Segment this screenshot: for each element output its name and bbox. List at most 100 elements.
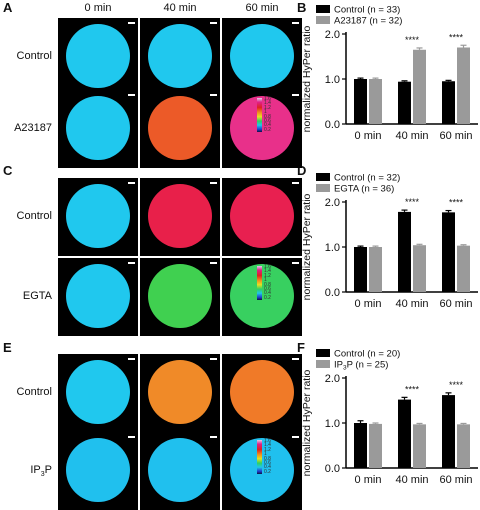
- row-label: EGTA: [22, 290, 52, 302]
- colorbar: [257, 440, 262, 474]
- y-axis-label: normalized HyPer ratio: [301, 193, 313, 300]
- cell-image: [148, 360, 212, 424]
- y-tick-label: 0.0: [325, 287, 340, 299]
- microscopy-image: [140, 90, 220, 168]
- bar: [398, 399, 411, 468]
- bar: [457, 245, 470, 292]
- row-label: A23187: [14, 122, 52, 134]
- colorbar: [257, 266, 262, 300]
- scale-bar: [210, 436, 217, 438]
- microscopy-image: [140, 18, 220, 96]
- microscopy-image: [140, 258, 220, 336]
- scale-bar: [292, 436, 299, 438]
- legend-label: A23187 (n = 32): [334, 16, 402, 27]
- bar: [442, 395, 455, 468]
- bar: [354, 247, 367, 292]
- colorbar-tick: 0.6: [264, 118, 271, 124]
- bar: [369, 79, 382, 124]
- cell-image: [66, 96, 130, 160]
- bar-chart-f: Control (n = 20)IP3P (n = 25) 0.0 1.0 2.0 no…: [301, 349, 478, 486]
- cell-image: [148, 438, 212, 502]
- bar: [442, 81, 455, 124]
- microscopy-image: [222, 90, 302, 168]
- x-tick-label: 40 min: [395, 298, 428, 310]
- colorbar-tick: 1: [264, 451, 267, 458]
- y-tick-label: 2.0: [325, 29, 340, 41]
- microscopy-image: [58, 90, 138, 168]
- scale-bar: [128, 436, 135, 438]
- microscopy-image: [222, 258, 302, 336]
- significance-marker: ****: [405, 35, 420, 45]
- bar: [369, 423, 382, 468]
- colorbar-tick: 1: [264, 277, 267, 284]
- colorbar-tick: 1.2: [264, 446, 271, 453]
- bar: [457, 47, 470, 124]
- x-tick-label: 60 min: [439, 474, 472, 486]
- bar-chart-b: Control (n = 33)A23187 (n = 32) 0.0 1.0 2.0…: [301, 5, 478, 142]
- colorbar-tick: 0.2: [264, 294, 271, 301]
- legend-swatch: [316, 16, 330, 24]
- cell-image: [66, 24, 130, 88]
- scale-bar: [292, 22, 299, 24]
- colorbar: [257, 98, 262, 132]
- bar: [398, 211, 411, 292]
- x-tick-label: 60 min: [439, 130, 472, 142]
- colorbar-tick: 1.4: [264, 268, 271, 275]
- row-label: Control: [16, 50, 52, 62]
- scale-bar: [128, 182, 135, 184]
- bar: [398, 81, 411, 124]
- colorbar-tick: 1.2: [264, 272, 271, 279]
- scale-bar: [210, 22, 217, 24]
- colorbar-tick: 0.8: [264, 113, 271, 120]
- microscopy-image: [140, 432, 220, 510]
- x-tick-label: 0 min: [355, 130, 382, 142]
- colorbar-tick: 1.4: [264, 442, 271, 449]
- colorbar-tick: 0.8: [264, 281, 271, 288]
- significance-marker: ****: [449, 198, 464, 208]
- colorbar-tick: 1.2: [264, 104, 271, 111]
- cell-image: [66, 264, 130, 328]
- legend-swatch: [316, 173, 330, 181]
- y-tick-label: 0.0: [325, 463, 340, 475]
- row-label: Control: [16, 210, 52, 222]
- legend-label: EGTA (n = 36): [334, 184, 394, 195]
- row-label: Control: [16, 386, 52, 398]
- significance-marker: ****: [405, 384, 420, 394]
- significance-marker: ****: [405, 197, 420, 207]
- column-title-0min: 0 min: [84, 2, 112, 14]
- y-axis-label: normalized HyPer ratio: [301, 369, 313, 476]
- microscopy-image: [58, 18, 138, 96]
- microscopy-image: [58, 258, 138, 336]
- cell-image: [230, 96, 294, 160]
- significance-marker: ****: [449, 380, 464, 390]
- x-tick-label: 0 min: [355, 474, 382, 486]
- bar-chart-d: Control (n = 32)EGTA (n = 36) 0.0 1.0 2.0 no…: [301, 173, 478, 310]
- colorbar-tick: 0.4: [264, 464, 271, 471]
- microscopy-image: [58, 178, 138, 256]
- significance-marker: ****: [449, 32, 464, 42]
- cell-image: [148, 264, 212, 328]
- bar: [442, 212, 455, 292]
- scale-bar: [128, 262, 135, 264]
- cell-image: [148, 96, 212, 160]
- bar: [457, 424, 470, 468]
- scale-bar: [292, 358, 299, 360]
- cell-image: [66, 438, 130, 502]
- legend-label: Control (n = 33): [334, 5, 400, 16]
- cell-image: [148, 24, 212, 88]
- colorbar-tick: 0.4: [264, 122, 271, 129]
- cell-image: [230, 360, 294, 424]
- colorbar-tick: 1: [264, 109, 267, 116]
- column-title-40min: 40 min: [163, 2, 197, 14]
- y-axis-label: normalized HyPer ratio: [301, 25, 313, 132]
- scale-bar: [128, 22, 135, 24]
- legend-swatch: [316, 349, 330, 357]
- scale-bar: [292, 262, 299, 264]
- column-title-60min: 60 min: [245, 2, 279, 14]
- bar: [354, 79, 367, 124]
- cell-image: [66, 184, 130, 248]
- panel-letter-d: D: [297, 163, 307, 178]
- colorbar-tick: 0.2: [264, 126, 271, 133]
- colorbar-tick: 0.6: [264, 286, 271, 292]
- bar: [413, 49, 426, 124]
